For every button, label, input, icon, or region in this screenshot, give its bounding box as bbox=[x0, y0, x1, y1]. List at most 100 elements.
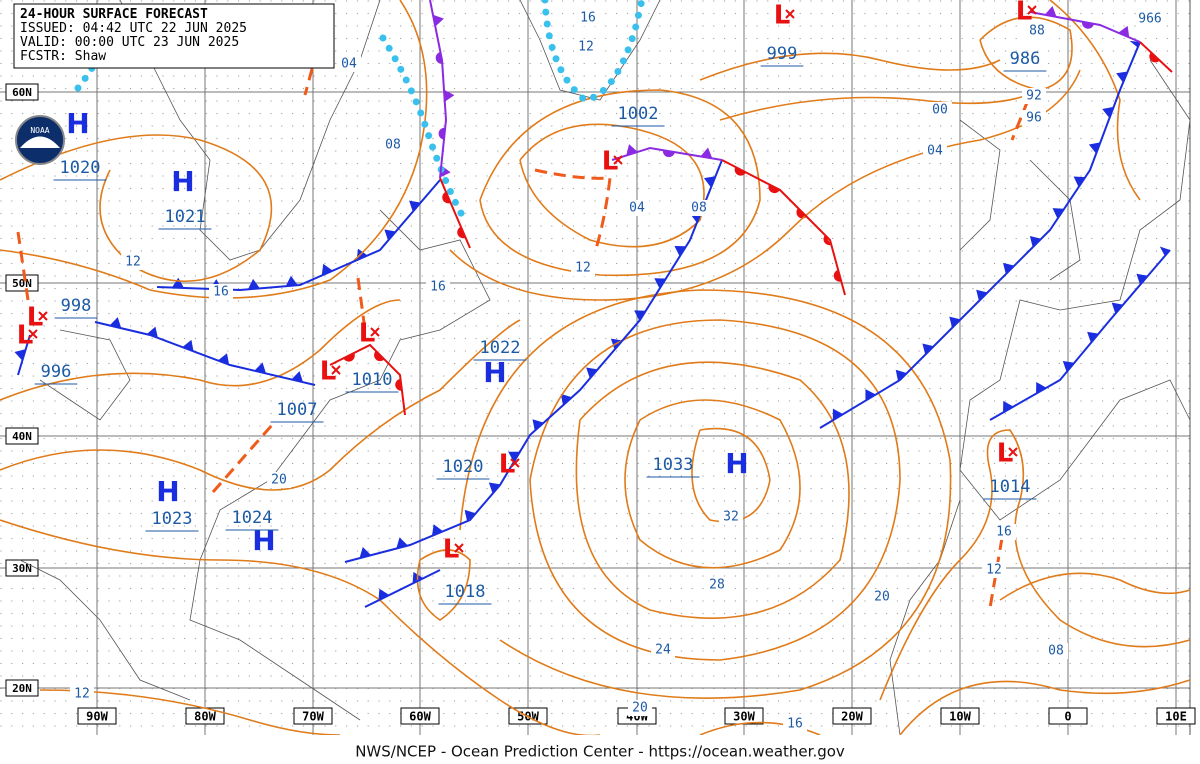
lat-label-box bbox=[5, 83, 39, 101]
isobar-label-bg bbox=[70, 686, 94, 702]
isobar-label: 04 bbox=[629, 201, 645, 216]
noaa-logo: NOAA bbox=[15, 115, 65, 165]
cold-front-pip bbox=[171, 277, 184, 288]
lon-label-box bbox=[832, 707, 872, 725]
isobar-label: 20 bbox=[874, 590, 890, 605]
lon-label: 30W bbox=[733, 710, 755, 724]
header-line: VALID: 00:00 UTC 23 JUN 2025 bbox=[20, 35, 239, 50]
low-x bbox=[28, 329, 38, 339]
isobar-label-bg bbox=[783, 716, 807, 732]
warm-front-pip bbox=[374, 350, 385, 362]
credit: NWS/NCEP - Ocean Prediction Center - htt… bbox=[355, 743, 845, 761]
cold-front-pip bbox=[674, 246, 687, 257]
isobar-label-bg bbox=[571, 260, 595, 276]
isobar-label: 16 bbox=[580, 11, 596, 26]
isobar-label-bg bbox=[1044, 643, 1068, 659]
cold-front-pip bbox=[1102, 106, 1114, 119]
lat-label-box bbox=[5, 274, 39, 292]
isobar-label-bg bbox=[651, 642, 675, 658]
low-symbol: L bbox=[359, 319, 376, 349]
low-x bbox=[38, 311, 48, 321]
isobar-label: 92 bbox=[1026, 89, 1042, 104]
low-symbol: L bbox=[602, 147, 619, 177]
isobar-label: 04 bbox=[927, 144, 943, 159]
low-symbol: L bbox=[997, 439, 1014, 469]
cold-front-pip bbox=[1073, 176, 1086, 188]
isobar-label: 08 bbox=[385, 138, 401, 153]
high-symbol: H bbox=[171, 165, 194, 198]
logo-text: NOAA bbox=[30, 126, 49, 135]
lon-label: 80W bbox=[194, 710, 216, 724]
lon-label: 10E bbox=[1165, 710, 1187, 724]
pressure-value: 1010 bbox=[352, 370, 393, 390]
lat-label: 40N bbox=[12, 430, 32, 443]
cold-front-pip bbox=[1036, 382, 1047, 394]
isobar-label-bg bbox=[982, 562, 1006, 578]
low-x bbox=[785, 9, 795, 19]
isobar-label-bg bbox=[337, 56, 361, 72]
isobar-label-bg bbox=[426, 279, 450, 295]
lat-label-box bbox=[5, 559, 39, 577]
cold-front-pip bbox=[700, 147, 713, 159]
lon-label-box bbox=[77, 707, 117, 725]
cold-front-pip bbox=[182, 339, 194, 352]
low-x bbox=[1008, 447, 1018, 457]
low-x bbox=[510, 458, 520, 468]
lat-label: 60N bbox=[12, 86, 32, 99]
isobar-label-bg bbox=[923, 143, 947, 159]
isobar-label: 32 bbox=[723, 510, 739, 525]
isobar-label: 16 bbox=[787, 717, 803, 732]
isobar-label-bg bbox=[928, 102, 952, 118]
cold-front-pip bbox=[1087, 331, 1099, 343]
isobar-label-bg bbox=[1025, 23, 1049, 39]
pressure-value: 986 bbox=[1010, 49, 1041, 69]
low-symbol: L bbox=[320, 357, 337, 387]
isobar-label: 24 bbox=[655, 643, 671, 658]
isobar-label-bg bbox=[1138, 11, 1162, 27]
cold-front-pip bbox=[384, 229, 396, 241]
pressure-value: 996 bbox=[41, 362, 72, 382]
cold-front-pip bbox=[922, 343, 934, 355]
isobar-label: 08 bbox=[1048, 644, 1064, 659]
isobar-label-bg bbox=[992, 524, 1016, 540]
isobar-label-bg bbox=[381, 137, 405, 153]
isobar-label-bg bbox=[625, 200, 649, 216]
isobar-label: 16 bbox=[430, 280, 446, 295]
fronts bbox=[17, 0, 1173, 608]
cold-front-pip bbox=[443, 89, 455, 102]
low-x bbox=[331, 365, 341, 375]
high-symbol: H bbox=[725, 447, 748, 480]
cold-front-pip bbox=[409, 200, 421, 212]
isobar-label: 12 bbox=[578, 40, 594, 55]
cold-front-pip bbox=[949, 316, 961, 328]
high-symbol: H bbox=[252, 524, 275, 557]
cold-front-pip bbox=[508, 451, 520, 463]
lon-label-box bbox=[1156, 707, 1196, 725]
isobars bbox=[0, 0, 1191, 737]
cold-front-pip bbox=[1136, 273, 1148, 285]
isobar-label-bg bbox=[121, 254, 145, 270]
isobar-label: 12 bbox=[575, 261, 591, 276]
cold-front-pip bbox=[285, 275, 298, 287]
isobar-label: 20 bbox=[271, 473, 287, 488]
lat-label-box bbox=[5, 679, 39, 697]
cold-front-pip bbox=[1052, 208, 1065, 219]
low-x bbox=[454, 543, 464, 553]
pressure-value: 1022 bbox=[480, 338, 521, 358]
isobar-label-bg bbox=[209, 284, 233, 300]
isobar-label: 04 bbox=[341, 57, 357, 72]
cold-front-pip bbox=[1003, 400, 1014, 413]
pressure-value: 999 bbox=[767, 44, 798, 64]
pressure-value: 1020 bbox=[60, 158, 101, 178]
cold-front-pip bbox=[1062, 361, 1075, 373]
cold-front-pip bbox=[431, 524, 444, 536]
isobar-label: 12 bbox=[986, 563, 1002, 578]
cold-front-pip bbox=[634, 310, 646, 321]
isobar-label: 12 bbox=[125, 255, 141, 270]
coastlines bbox=[19, 0, 1191, 736]
pressure-value: 1023 bbox=[152, 509, 193, 529]
footer-band bbox=[0, 735, 1200, 764]
isobar-label: 16 bbox=[213, 285, 229, 300]
